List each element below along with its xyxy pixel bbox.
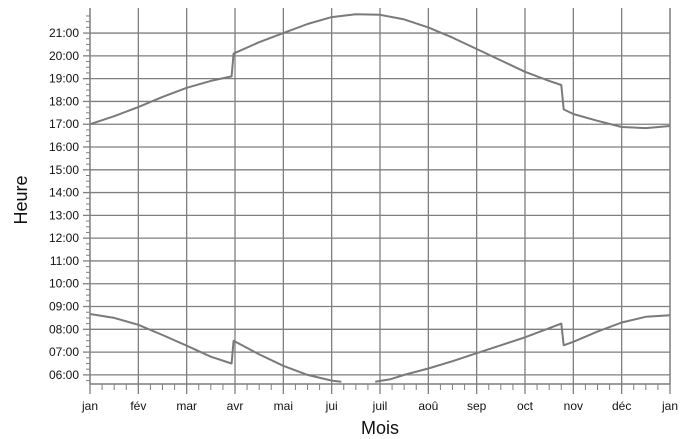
series-lines	[89, 13, 671, 383]
x-tick-label: fév	[130, 399, 146, 413]
axes	[83, 8, 671, 394]
y-axis-title: Heure	[11, 175, 31, 224]
y-tick-label: 21:00	[49, 26, 79, 40]
x-tick-label: jan	[81, 399, 98, 413]
x-tick-label: déc	[612, 399, 631, 413]
x-tick-labels: jan fév mar avr mai jui juil aoû sep oct nov déc jan	[81, 399, 678, 413]
series-line-2	[89, 313, 342, 383]
y-tick-label: 18:00	[49, 94, 79, 108]
y-tick-label: 13:00	[49, 208, 79, 222]
y-tick-label: 09:00	[49, 300, 79, 314]
y-tick-label: 07:00	[49, 345, 79, 359]
x-tick-label: avr	[227, 399, 244, 413]
x-tick-label: oct	[517, 399, 534, 413]
y-tick-label: 12:00	[49, 231, 79, 245]
minor-ticks	[86, 15, 659, 390]
x-tick-label: mai	[274, 399, 293, 413]
y-tick-label: 16:00	[49, 140, 79, 154]
series-line-3	[375, 314, 671, 383]
gridlines	[90, 8, 670, 384]
x-tick-label: sep	[467, 399, 487, 413]
x-tick-label: juil	[372, 399, 388, 413]
y-tick-label: 14:00	[49, 186, 79, 200]
y-tick-label: 19:00	[49, 72, 79, 86]
series-line-1	[89, 13, 671, 130]
x-axis-title: Mois	[361, 418, 399, 438]
y-tick-label: 08:00	[49, 322, 79, 336]
y-tick-label: 17:00	[49, 117, 79, 131]
y-tick-label: 20:00	[49, 49, 79, 63]
y-tick-labels: 06:00 07:00 08:00 09:00 10:00 11:00 12:00 13:00…	[49, 26, 79, 382]
x-tick-label: mar	[176, 399, 197, 413]
x-tick-label: jui	[325, 399, 338, 413]
y-tick-label: 11:00	[50, 254, 79, 268]
y-tick-label: 06:00	[49, 368, 79, 382]
y-tick-label: 15:00	[49, 163, 79, 177]
x-tick-label: aoû	[418, 399, 438, 413]
y-tick-label: 10:00	[49, 277, 79, 291]
x-tick-label: nov	[564, 399, 583, 413]
x-tick-label: jan	[661, 399, 678, 413]
